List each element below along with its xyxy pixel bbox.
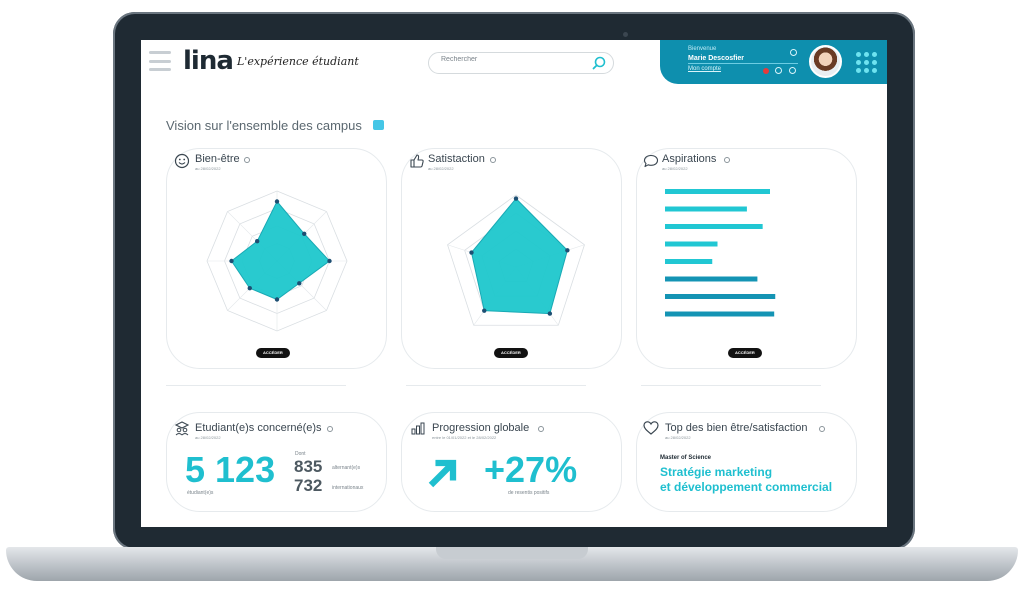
app-tagline: L'expérience étudiant [237,55,359,68]
card-title: Bien-être [195,153,240,165]
page-title: Vision sur l'ensemble des campus [166,118,362,133]
aspiration-bar [665,294,776,299]
radar-point [274,199,280,204]
info-icon[interactable] [490,157,496,163]
card-title: Progression globale [432,422,530,434]
flag-icon[interactable] [763,68,769,74]
program-kind: Master of Science [660,455,712,461]
aspiration-bar [665,224,763,229]
info-icon[interactable] [724,157,730,163]
aspiration-bar [665,189,770,194]
radar-point [327,258,332,264]
card-satisfaction: Satistaction au 28/02/2022 ACCÉDER [401,148,622,369]
divider [641,385,821,386]
divider [166,385,346,386]
access-button[interactable]: ACCÉDER [256,348,290,358]
students-total: 5 123 [185,449,276,490]
divider [406,385,586,386]
apps-grid-icon[interactable] [856,52,877,73]
info-icon[interactable] [244,157,250,163]
thumbs-up-icon [410,154,424,168]
aspiration-bar [665,311,775,317]
radar-chart-bienetre [206,190,348,332]
radar-grid [447,194,585,326]
card-date: au 28/02/2022 [428,166,454,171]
info-icon[interactable] [819,426,825,432]
welcome-text: Bienvenue [688,46,717,52]
program-name-line2: et développement commercial [660,480,833,494]
app-logo[interactable]: lina [183,46,234,76]
speech-bubble-icon [643,154,659,168]
search-input[interactable] [441,56,581,63]
info-icon[interactable] [327,426,333,432]
radar-area [230,200,331,301]
smiley-icon [174,153,190,169]
card-date: au 28/02/2022 [662,166,688,171]
card-title: Satistaction [428,153,485,165]
radar-point [302,231,307,236]
internationaux-label: internationaux [332,485,364,491]
user-panel: Bienvenue Marie Descosfier Mon compte [660,40,887,84]
progression-value: +27% [484,449,578,490]
card-progression: Progression globale entre le 01/01/2022 … [401,412,622,512]
logout-icon[interactable] [789,67,796,74]
arrow-up-icon [428,459,457,488]
menu-icon[interactable] [149,51,171,71]
user-name: Marie Descosfier [688,55,745,62]
card-top: Top des bien être/satisfaction au 28/02/… [636,412,857,512]
internationaux-count: 732 [294,476,323,495]
bar-chart-icon [411,422,425,435]
program-name-line1: Stratégie marketing [660,465,773,479]
app-screen: lina L'expérience étudiant Bienvenue Mar… [141,40,887,527]
radar-area [470,197,568,315]
bar-chart-aspirations [665,189,776,317]
access-button[interactable]: ACCÉDER [728,348,762,358]
radar-point [565,248,570,253]
info-icon[interactable] [538,426,544,432]
card-date: au 28/02/2022 [665,435,691,440]
card-date: au 28/02/2022 [195,435,221,440]
search-icon[interactable] [591,55,607,71]
card-date: entre le 01/01/2022 et le 28/02/2022 [432,435,497,440]
account-link[interactable]: Mon compte [688,66,722,72]
alternants-count: 835 [294,457,323,476]
card-bienetre: Bien-être au 28/02/2022 ACCÉDER [166,148,387,369]
radar-point [255,239,260,244]
card-title: Aspirations [662,153,717,165]
laptop-notch [436,547,588,559]
status-icon [790,49,797,56]
heart-icon [643,421,659,435]
students-icon [174,421,190,436]
radar-point [274,297,280,302]
radar-point [513,196,519,201]
aspiration-bar [665,206,747,212]
card-title: Etudiant(e)s concerné(e)s [195,422,322,434]
radar-point [469,250,474,255]
aspiration-bar [665,241,718,247]
card-title: Top des bien être/satisfaction [665,422,808,434]
students-total-label: étudiant(e)s [187,490,214,496]
camera [623,32,628,37]
alternants-label: alternant(e)s [332,465,361,471]
search-box[interactable] [428,52,614,74]
aspiration-bar [665,276,758,282]
dont-label: Dont [295,451,306,457]
radar-point [229,258,234,264]
avatar[interactable] [809,45,842,78]
card-etudiants: Etudiant(e)s concerné(e)s au 28/02/2022 … [166,412,387,512]
user-divider [688,63,798,64]
card-date: au 28/02/2022 [195,166,221,171]
progression-label: de resentis positifs [508,490,550,496]
radar-chart-satisfaction [447,194,585,326]
radar-point [482,308,487,313]
card-aspirations: Aspirations au 28/02/2022 ACCÉDER [636,148,857,369]
map-icon[interactable] [373,120,384,130]
radar-point [547,311,553,316]
radar-point [297,281,302,286]
access-button[interactable]: ACCÉDER [494,348,528,358]
radar-point [247,286,252,291]
aspiration-bar [665,259,713,264]
language-icon[interactable] [775,67,782,74]
